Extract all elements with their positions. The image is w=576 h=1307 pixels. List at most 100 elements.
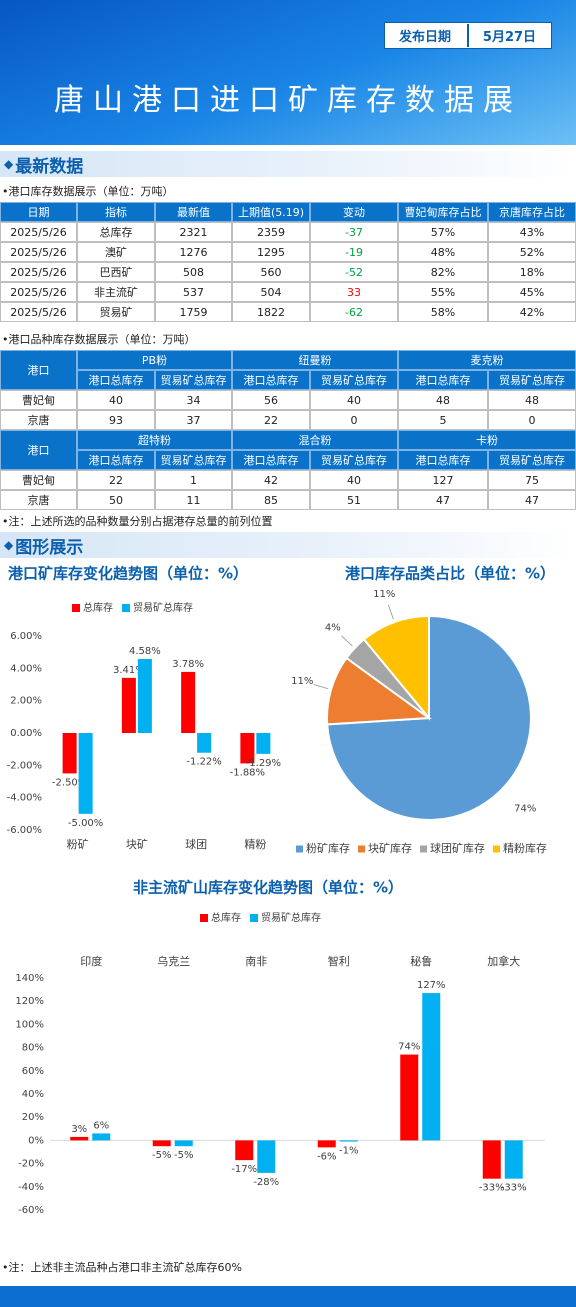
table-header: 曹妃甸库存占比 [398,202,488,222]
table-header: 上期值(5.19) [232,202,310,222]
bar [422,993,441,1141]
sub-header: 港口总库存 [77,450,155,470]
table-cell: 48% [398,242,488,262]
bar [62,733,77,774]
legend-swatch [420,845,427,853]
legend-swatch [72,604,80,612]
value-label: 127% [417,980,446,991]
value-label: 3% [71,1124,87,1135]
table-cell: 2025/5/26 [0,222,77,242]
value-label: -5.00% [68,818,103,829]
table-cell: 18% [488,262,576,282]
caption-text: 港口品种库存数据展示（单位：万吨） [8,333,196,346]
table-header: 港口 [0,430,77,470]
table-cell: 22 [232,410,310,430]
leader-line [313,684,329,690]
table-cell: 2321 [155,222,232,242]
value-label: -28% [253,1177,279,1188]
table-cell: 47 [488,490,576,510]
table-cell: 47 [398,490,488,510]
value-label: -33% [479,1183,505,1194]
section-bar: ◆ 图形展示 [0,532,576,558]
value-label: -6% [317,1151,336,1162]
table-cell: 560 [232,262,310,282]
group-header: 纽曼粉 [232,350,398,370]
bar [317,1140,336,1148]
table-cell: 1276 [155,242,232,262]
x-tick-label: 加拿大 [487,954,520,968]
note: •注：上述所选的品种数量分别占据港存总量的前列位置 [2,515,273,528]
sub-header: 港口总库存 [398,450,488,470]
bar [152,1140,171,1147]
table-cell: 56 [232,390,310,410]
chart: 港口库存品类占比（单位：%） 74% 11% 4% 11% 粉矿库存 块矿库存 球团矿库存 精粉… [291,565,555,856]
y-tick-label: -4.00% [7,793,42,804]
table-cell: 34 [155,390,232,410]
bar [235,1140,254,1161]
bar [137,658,152,733]
table-cell: 22 [77,470,155,490]
legend-label: 精粉库存 [503,841,547,855]
x-tick-label: 智利 [328,954,350,968]
chart-title: 非主流矿山库存变化趋势图（单位：%） [133,879,403,897]
legend-label: 总库存 [211,911,241,924]
y-tick-label: 6.00% [10,631,42,642]
caption-text: 港口库存数据展示（单位：万吨） [8,185,174,198]
y-tick-label: 0% [28,1135,44,1146]
y-tick-label: -40% [18,1182,44,1193]
x-tick-label: 乌克兰 [157,954,190,968]
table-cell: 33 [310,282,398,302]
value-label: -33% [501,1183,527,1194]
value-label: 11% [373,589,395,600]
value-label: 3.78% [172,659,204,670]
value-label: -1.22% [186,757,221,768]
table-cell: 508 [155,262,232,282]
table-cell: 0 [310,410,398,430]
sub-header: 港口总库存 [232,450,310,470]
table-cell: 43% [488,222,576,242]
date-label: 发布日期 [398,30,451,45]
legend-swatch [122,604,130,612]
y-tick-label: -2.00% [7,760,42,771]
chart-title: 港口矿库存变化趋势图（单位：%） [8,565,248,583]
y-tick-label: -20% [18,1159,44,1170]
table-cell: 40 [310,390,398,410]
legend-label: 贸易矿总库存 [261,911,321,924]
y-tick-label: -60% [18,1205,44,1216]
bar [339,1140,358,1142]
row-label: 京唐 [0,410,77,430]
sub-header: 港口总库存 [77,370,155,390]
section-title: 图形展示 [15,537,84,558]
value-label: -5% [152,1150,171,1161]
y-tick-label: 2.00% [10,696,42,707]
table-cell: 贸易矿 [77,302,155,322]
table-cell: 2025/5/26 [0,242,77,262]
value-label: -17% [231,1164,257,1175]
table-cell: 58% [398,302,488,322]
value-label: 3.41% [113,665,145,676]
value-label: -1% [339,1146,358,1157]
x-tick-label: 球团 [185,837,207,851]
table-cell: 37 [155,410,232,430]
leader-line [341,635,353,647]
row-label: 京唐 [0,490,77,510]
table-header: 最新值 [155,202,232,222]
table-cell: 48 [488,390,576,410]
group-header: 超特粉 [77,430,232,450]
table-cell: -62 [310,302,398,322]
legend-label: 块矿库存 [368,841,412,855]
footer-bar [0,1286,576,1307]
chart-title: 港口库存品类占比（单位：%） [345,565,555,583]
table-cell: 75 [488,470,576,490]
legend-label: 球团矿库存 [430,841,485,855]
table-cell: 巴西矿 [77,262,155,282]
sub-header: 贸易矿总库存 [310,450,398,470]
table-cell: 总库存 [77,222,155,242]
row-label: 曹妃甸 [0,390,77,410]
bar [400,1054,419,1141]
y-tick-label: 20% [22,1112,44,1123]
value-label: 4% [325,623,341,634]
value-label: -5% [174,1150,193,1161]
table-cell: 85 [232,490,310,510]
table-cell: 82% [398,262,488,282]
